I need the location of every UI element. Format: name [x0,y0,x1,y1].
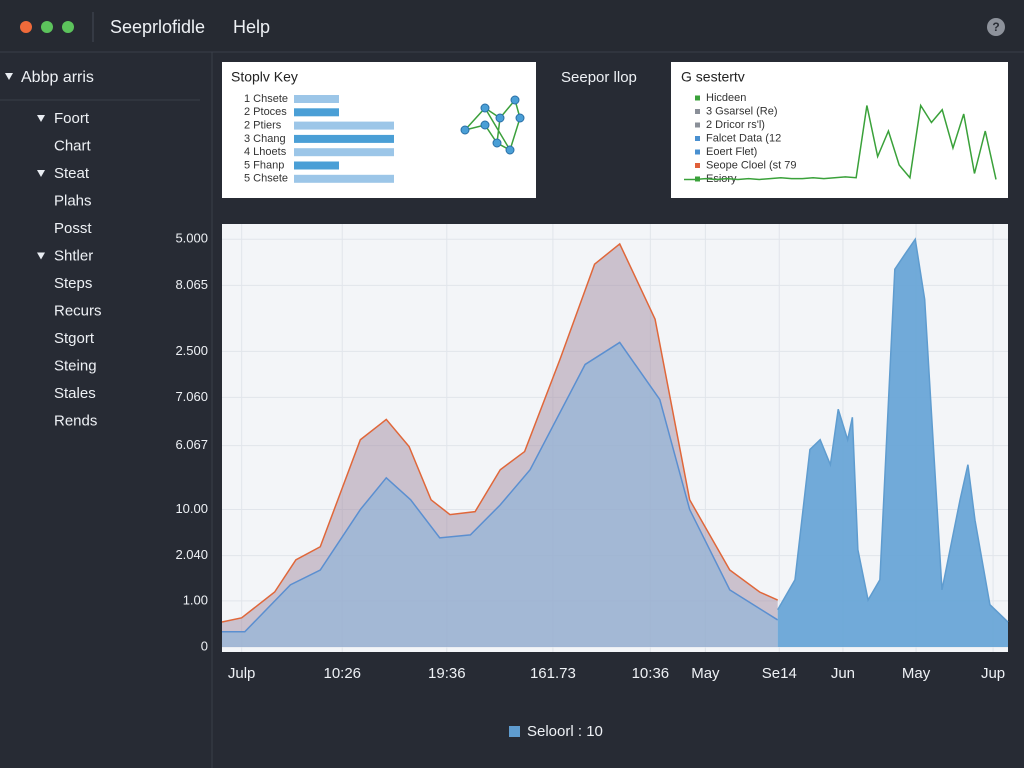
key-bar [294,174,394,183]
sidebar-item[interactable]: Plahs [54,192,92,209]
key-row-label: 2 Ptoces [244,106,287,118]
key-bar [294,95,339,103]
sidebar-item[interactable]: Stgort [54,330,95,347]
sidebar-group[interactable]: Foort [54,110,90,127]
legend-swatch [509,726,520,737]
sidebar-item[interactable]: Steing [54,357,97,374]
sidebar-group[interactable]: Steat [54,165,90,182]
y-tick-label: 0 [201,638,208,653]
sidebar-item[interactable]: Stales [54,385,96,402]
sidebar-item[interactable]: Posst [54,220,92,237]
key-bar [294,148,394,157]
sidebar-item[interactable]: Steps [54,275,92,292]
legend-item: Eoert Flet) [706,146,757,158]
x-tick-label: May [902,665,931,682]
expand-arrow[interactable] [5,73,13,80]
legend-item: 3 Gsarsel (Re) [706,105,778,117]
sidebar-item[interactable]: Rends [54,412,97,429]
x-tick-label: 10:36 [632,665,670,682]
sparkline [684,103,997,181]
sidebar-item[interactable]: Recurs [54,302,102,319]
x-tick-label: Se14 [762,665,797,682]
x-tick-label: Jup [981,665,1005,682]
y-tick-label: 2.040 [175,547,208,562]
area-fill [222,342,778,647]
sidebar-group[interactable]: Shtler [54,247,93,264]
legend-swatch [695,122,700,128]
key-bar [294,121,394,130]
legend-swatch [695,149,700,155]
legend-panel-title: G sestertv [681,69,745,85]
legend-item: Seope Cloel (st 79 [706,159,797,171]
key-row-label: 3 Chang [244,133,286,145]
x-tick-label: 19:36 [428,665,466,682]
help-icon: ? [992,20,999,34]
menu-item[interactable]: Help [233,17,270,37]
key-row-label: 5 Chsete [244,173,288,185]
network-nodes [460,95,525,155]
minimize-button[interactable] [41,21,53,33]
y-tick-label: 2.500 [175,343,208,358]
key-panel-title: Stoplv Key [231,69,298,85]
y-tick-label: 5.000 [175,231,208,246]
x-tick-label: Julp [228,665,256,682]
area-line [222,341,779,633]
area-line [221,242,779,623]
sidebar-title: Abbp arris [21,69,94,86]
legend-panel [671,62,1008,198]
key-row-label: 4 Lhoets [244,146,287,158]
area-fill [777,239,1008,647]
key-bar [294,108,339,117]
expand-arrow[interactable] [37,115,45,122]
expand-arrow[interactable] [37,170,45,177]
legend-swatch [695,109,700,114]
x-tick-label: 10:26 [323,665,361,682]
x-tick-label: Jun [831,665,855,682]
key-row-label: 2 Ptiers [244,120,282,132]
close-button[interactable] [20,21,32,33]
menu-item[interactable]: Seeprlofidle [110,17,205,37]
y-tick-label: 10.00 [175,501,208,516]
title-bar [0,0,1024,52]
legend-item: Falcet Data (12 [706,132,781,144]
key-row-label: 1 Chsete [244,93,288,105]
legend-item: Hicdeen [706,92,746,104]
y-tick-label: 1.00 [183,592,208,607]
legend-swatch [695,95,700,101]
panel-title: Seepor llop [561,69,637,86]
key-row-label: 5 Fhanp [244,159,284,171]
legend-label: Seloorl : 10 [527,723,603,740]
x-tick-label: May [691,665,720,682]
sidebar-item[interactable]: Chart [54,137,92,154]
key-bar [294,134,394,143]
help-button[interactable] [987,18,1005,36]
expand-arrow[interactable] [37,252,45,260]
legend-swatch [695,136,700,141]
key-bar [294,161,339,170]
y-tick-label: 7.060 [175,389,208,404]
area-line [777,237,1009,623]
zoom-button[interactable] [62,21,74,33]
x-tick-label: 161.73 [530,665,576,682]
y-tick-label: 6.067 [175,437,208,452]
legend-swatch [695,163,700,168]
y-tick-label: 8.065 [175,277,208,292]
legend-item: 2 Dricor rs'l) [706,119,765,131]
